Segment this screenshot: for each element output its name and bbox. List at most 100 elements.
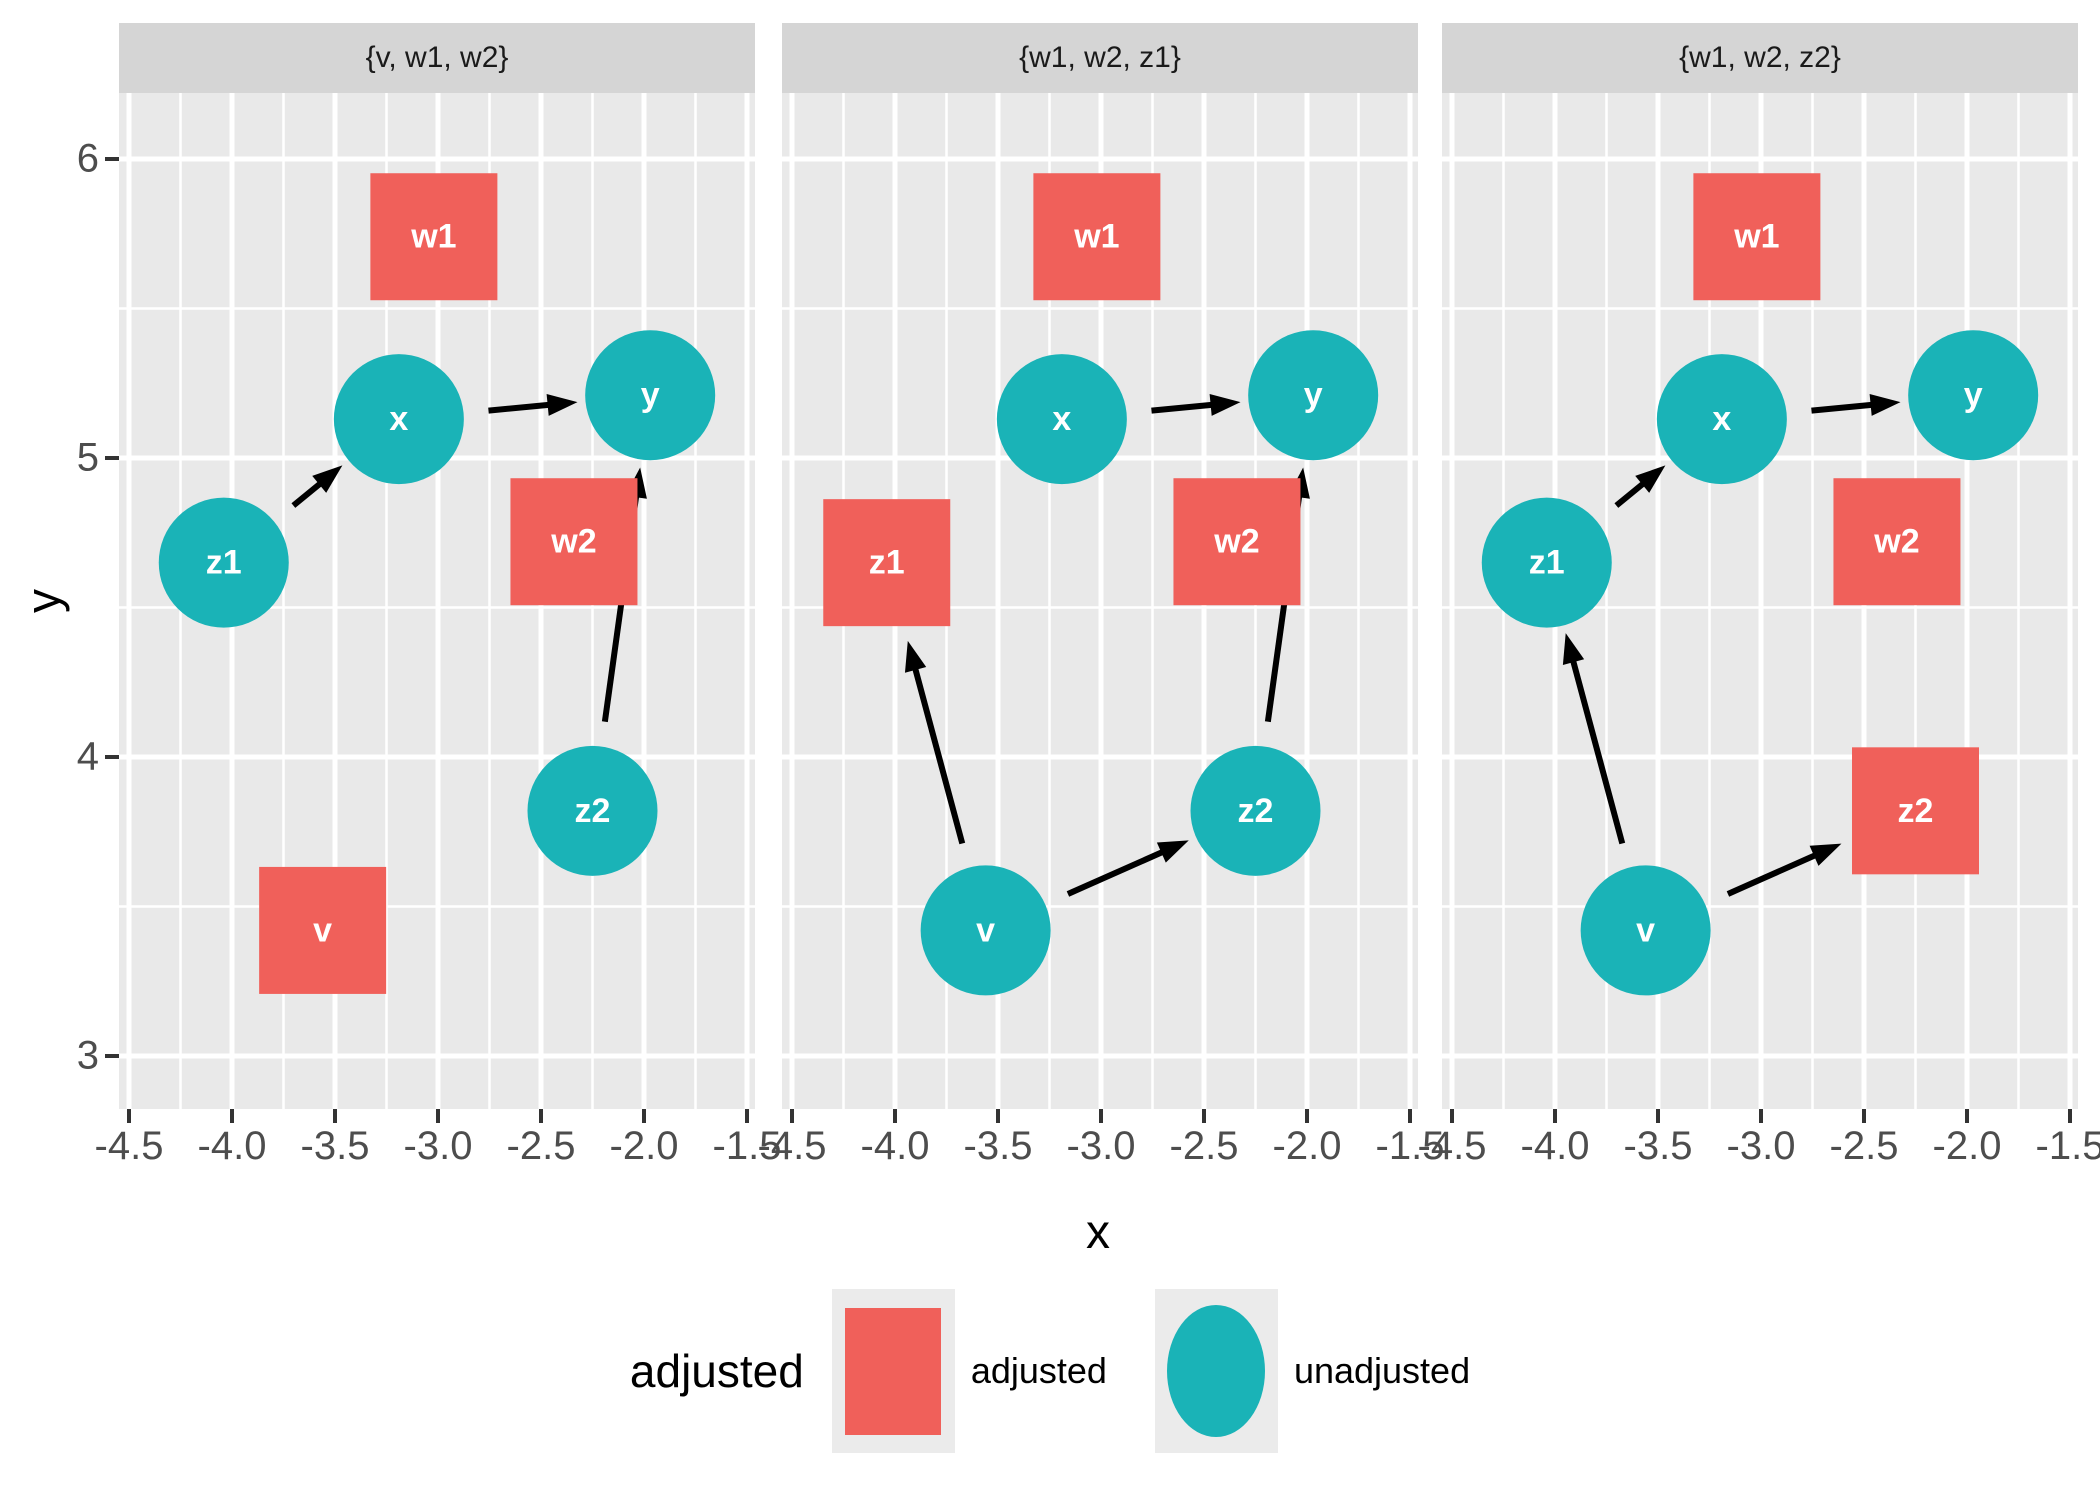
x-tick-mark <box>539 1109 543 1123</box>
y-tick-label: 6 <box>76 136 99 181</box>
node-v-unadjusted-circle <box>920 865 1051 996</box>
y-axis-title: y <box>17 589 71 613</box>
x-tick-label: -4.5 <box>94 1124 164 1168</box>
x-tick-label: -2.0 <box>1932 1124 2002 1168</box>
y-tick-mark <box>105 755 119 759</box>
y-tick-mark <box>105 456 119 460</box>
legend-key-unadjusted <box>1154 1289 1278 1453</box>
facet-panel: v w1 w2 x y z1 z2 <box>782 93 1418 1109</box>
node-z2-unadjusted-circle <box>527 745 658 876</box>
x-tick-mark <box>1656 1109 1660 1123</box>
node-z1-unadjusted-circle <box>158 497 289 628</box>
x-tick-mark <box>230 1109 234 1123</box>
arrowhead-x-y <box>1209 394 1241 416</box>
legend-label-unadjusted: unadjusted <box>1293 1350 1471 1391</box>
x-axis-title: x <box>1086 1206 1110 1259</box>
x-tick-label: -2.5 <box>1829 1124 1899 1168</box>
node-y-unadjusted-circle <box>1908 330 2039 461</box>
x-tick-label: -3.5 <box>963 1124 1033 1168</box>
arrowhead-v-z1 <box>904 640 927 673</box>
facet-strip: {v, w1, w2} <box>119 23 755 93</box>
node-y-unadjusted-circle <box>1248 330 1379 461</box>
node-label-w1: w1 <box>410 218 456 256</box>
x-tick-mark <box>1450 1109 1454 1123</box>
legend-title: adjusted <box>629 1345 804 1397</box>
x-tick-label: -2.5 <box>506 1124 576 1168</box>
node-w1-adjusted-square <box>1033 173 1161 301</box>
adjusted-square-swatch <box>845 1307 942 1435</box>
node-label-w2: w2 <box>550 523 596 561</box>
y-tick-label: 4 <box>76 734 99 779</box>
y-tick-mark <box>105 157 119 161</box>
node-x-unadjusted-circle <box>333 354 464 485</box>
x-tick-label: -2.0 <box>609 1124 679 1168</box>
edge-v-z1 <box>1566 647 1626 845</box>
y-tick-label: 3 <box>76 1033 99 1078</box>
x-tick-mark <box>996 1109 1000 1123</box>
node-label-v: v <box>313 911 332 949</box>
node-x-unadjusted-circle <box>1656 354 1787 485</box>
node-label-v: v <box>1636 911 1655 949</box>
arrowhead-z1-x <box>1635 465 1666 493</box>
x-tick-mark <box>1408 1109 1412 1123</box>
facet-strip-label: {v, w1, w2} <box>365 41 509 74</box>
node-w1-adjusted-square <box>370 173 498 301</box>
x-tick-label: -4.5 <box>757 1124 827 1168</box>
arrowhead-v-z2 <box>1156 840 1189 863</box>
node-z2-unadjusted-circle <box>1190 745 1321 876</box>
node-x-unadjusted-circle <box>996 354 1127 485</box>
x-tick-mark <box>642 1109 646 1123</box>
x-tick-label: -2.5 <box>1169 1124 1239 1168</box>
node-label-z1: z1 <box>1529 544 1565 582</box>
node-z1-adjusted-square <box>823 499 951 627</box>
node-w2-adjusted-square <box>510 478 638 606</box>
x-tick-mark <box>127 1109 131 1123</box>
x-tick-label: -3.0 <box>1726 1124 1796 1168</box>
node-label-z2: z2 <box>1898 792 1934 830</box>
x-tick-mark <box>1759 1109 1763 1123</box>
x-tick-mark <box>745 1109 749 1123</box>
x-tick-mark <box>1099 1109 1103 1123</box>
node-label-y: y <box>1304 376 1323 414</box>
node-z1-unadjusted-circle <box>1481 497 1612 628</box>
x-tick-mark <box>1202 1109 1206 1123</box>
x-tick-label: -1.5 <box>1375 1124 1445 1168</box>
facet-strip-label: {w1, w2, z2} <box>1679 41 1841 74</box>
node-w2-adjusted-square <box>1833 478 1961 606</box>
node-label-w2: w2 <box>1213 523 1259 561</box>
node-label-w1: w1 <box>1073 218 1119 256</box>
legend-key-adjusted <box>831 1289 955 1453</box>
edge-v-z2 <box>1066 844 1176 897</box>
node-label-w2: w2 <box>1873 523 1919 561</box>
node-label-v: v <box>976 911 995 949</box>
node-label-z2: z2 <box>1238 792 1274 830</box>
x-tick-label: -2.0 <box>1272 1124 1342 1168</box>
x-tick-mark <box>436 1109 440 1123</box>
x-tick-mark <box>893 1109 897 1123</box>
x-tick-mark <box>790 1109 794 1123</box>
x-tick-mark <box>1862 1109 1866 1123</box>
x-tick-label: -4.5 <box>1417 1124 1487 1168</box>
x-tick-label: -3.0 <box>1066 1124 1136 1168</box>
unadjusted-circle-swatch <box>1167 1305 1266 1437</box>
x-tick-mark <box>1965 1109 1969 1123</box>
node-label-x: x <box>389 400 408 438</box>
facet-strip-label: {w1, w2, z1} <box>1019 41 1181 74</box>
x-tick-label: -4.0 <box>197 1124 267 1168</box>
node-label-w1: w1 <box>1733 218 1779 256</box>
facet-strip: {w1, w2, z2} <box>1442 23 2078 93</box>
node-v-adjusted-square <box>259 866 387 994</box>
node-z2-adjusted-square <box>1852 747 1979 875</box>
node-label-z2: z2 <box>575 792 611 830</box>
arrowhead-z1-x <box>312 465 343 493</box>
node-label-y: y <box>1964 376 1983 414</box>
legend-label-adjusted: adjusted <box>970 1350 1107 1391</box>
facet-panel: v w1 w2 x y z1 z2 <box>1442 93 2078 1109</box>
facet-strip: {w1, w2, z1} <box>782 23 1418 93</box>
y-tick-mark <box>105 1054 119 1058</box>
node-label-z1: z1 <box>869 544 905 582</box>
node-w2-adjusted-square <box>1173 478 1301 606</box>
facet-panel: v w1 w2 x y z1 z2 <box>119 93 755 1109</box>
x-tick-label: -4.0 <box>1520 1124 1590 1168</box>
